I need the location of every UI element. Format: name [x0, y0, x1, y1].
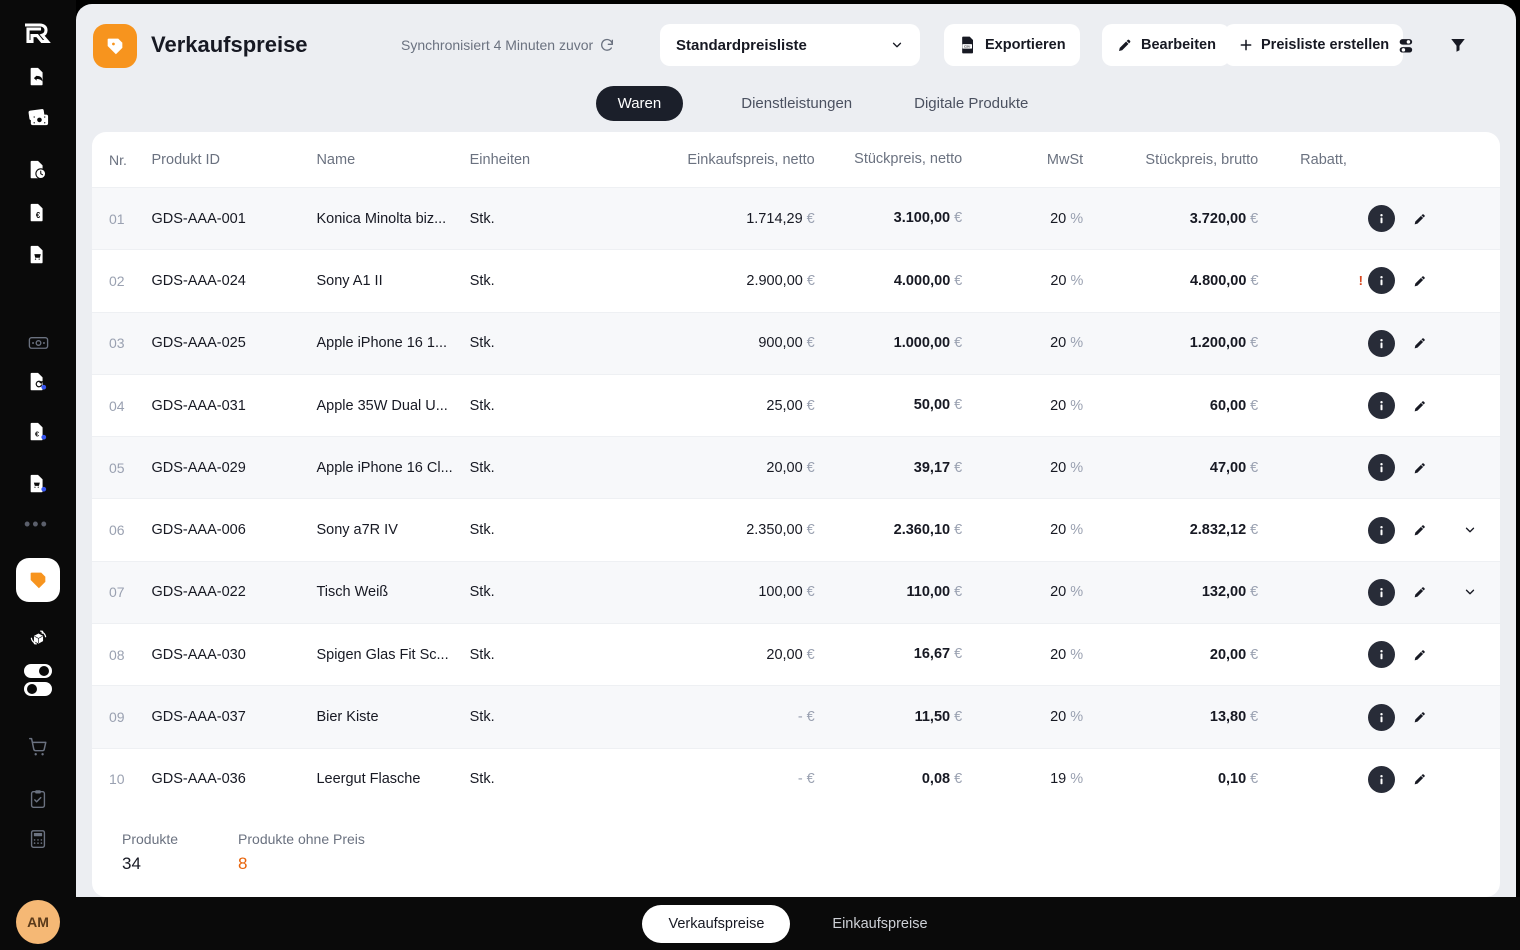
svg-text:€: € — [36, 211, 41, 220]
svg-text:€: € — [35, 430, 39, 439]
svg-text:CSU: CSU — [964, 45, 970, 49]
